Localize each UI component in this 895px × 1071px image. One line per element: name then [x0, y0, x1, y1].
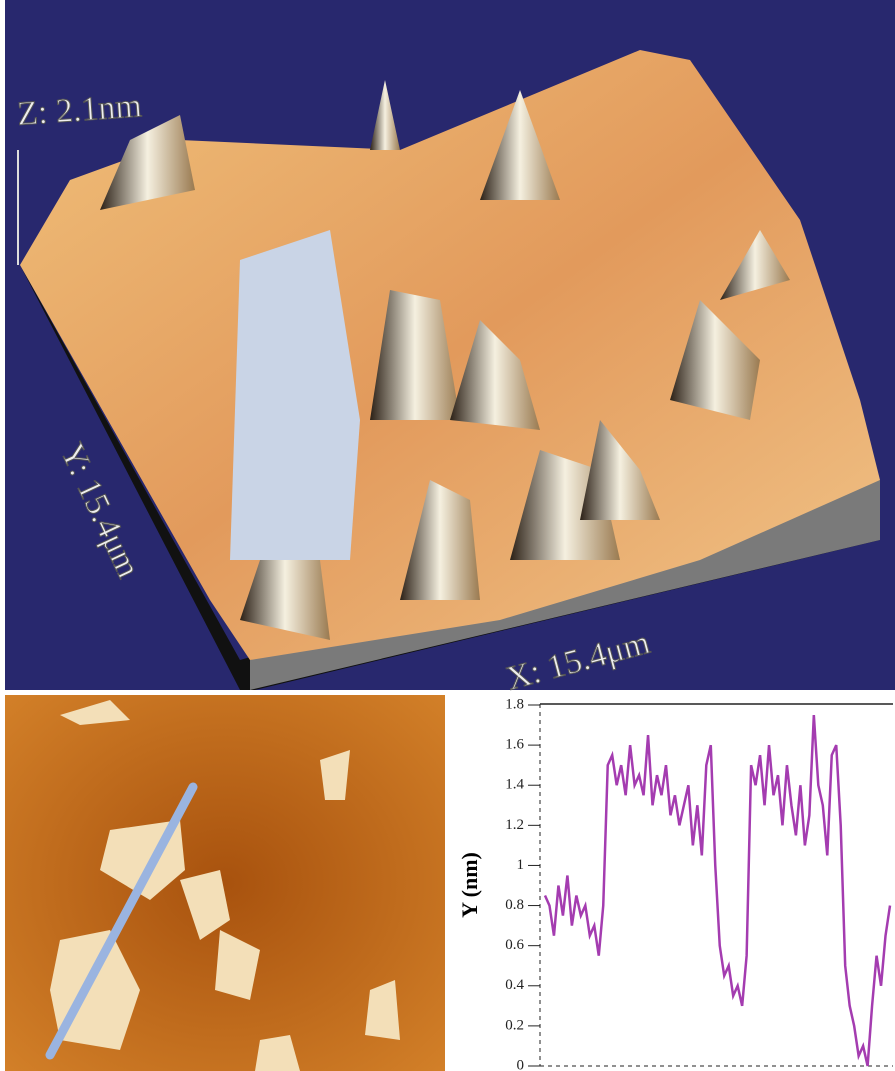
- y-axis-label: Y (nm): [457, 852, 482, 918]
- z-label: Z: 2.1nm: [16, 87, 143, 133]
- y-tick-label: 0: [517, 1057, 525, 1071]
- y-tick-label: 1.6: [505, 737, 524, 753]
- y-tick-label: 0.6: [505, 937, 524, 953]
- peaks: [100, 80, 790, 640]
- profile-line: [45, 782, 198, 1060]
- y-tick-label: 1.4: [505, 777, 524, 793]
- y-tick-label: 0.4: [505, 977, 524, 993]
- afm-2d-panel: [5, 695, 445, 1071]
- profile-chart: Y (nm) 0 0.2 0.4 0.6 0.8 1 1.2 1.4 1.6 1.8: [457, 696, 893, 1071]
- y-tick-label: 1.2: [505, 817, 524, 833]
- y-tick-label: 0.8: [505, 897, 524, 913]
- y-tick-label: 1.8: [505, 696, 524, 712]
- afm-3d-panel: Z: 2.1nm Y: 15.4μm X: 15.4μm: [5, 0, 895, 698]
- profile-line: [543, 714, 892, 1067]
- y-tick-label: 0.2: [505, 1017, 524, 1033]
- y-tick-label: 1: [517, 857, 525, 873]
